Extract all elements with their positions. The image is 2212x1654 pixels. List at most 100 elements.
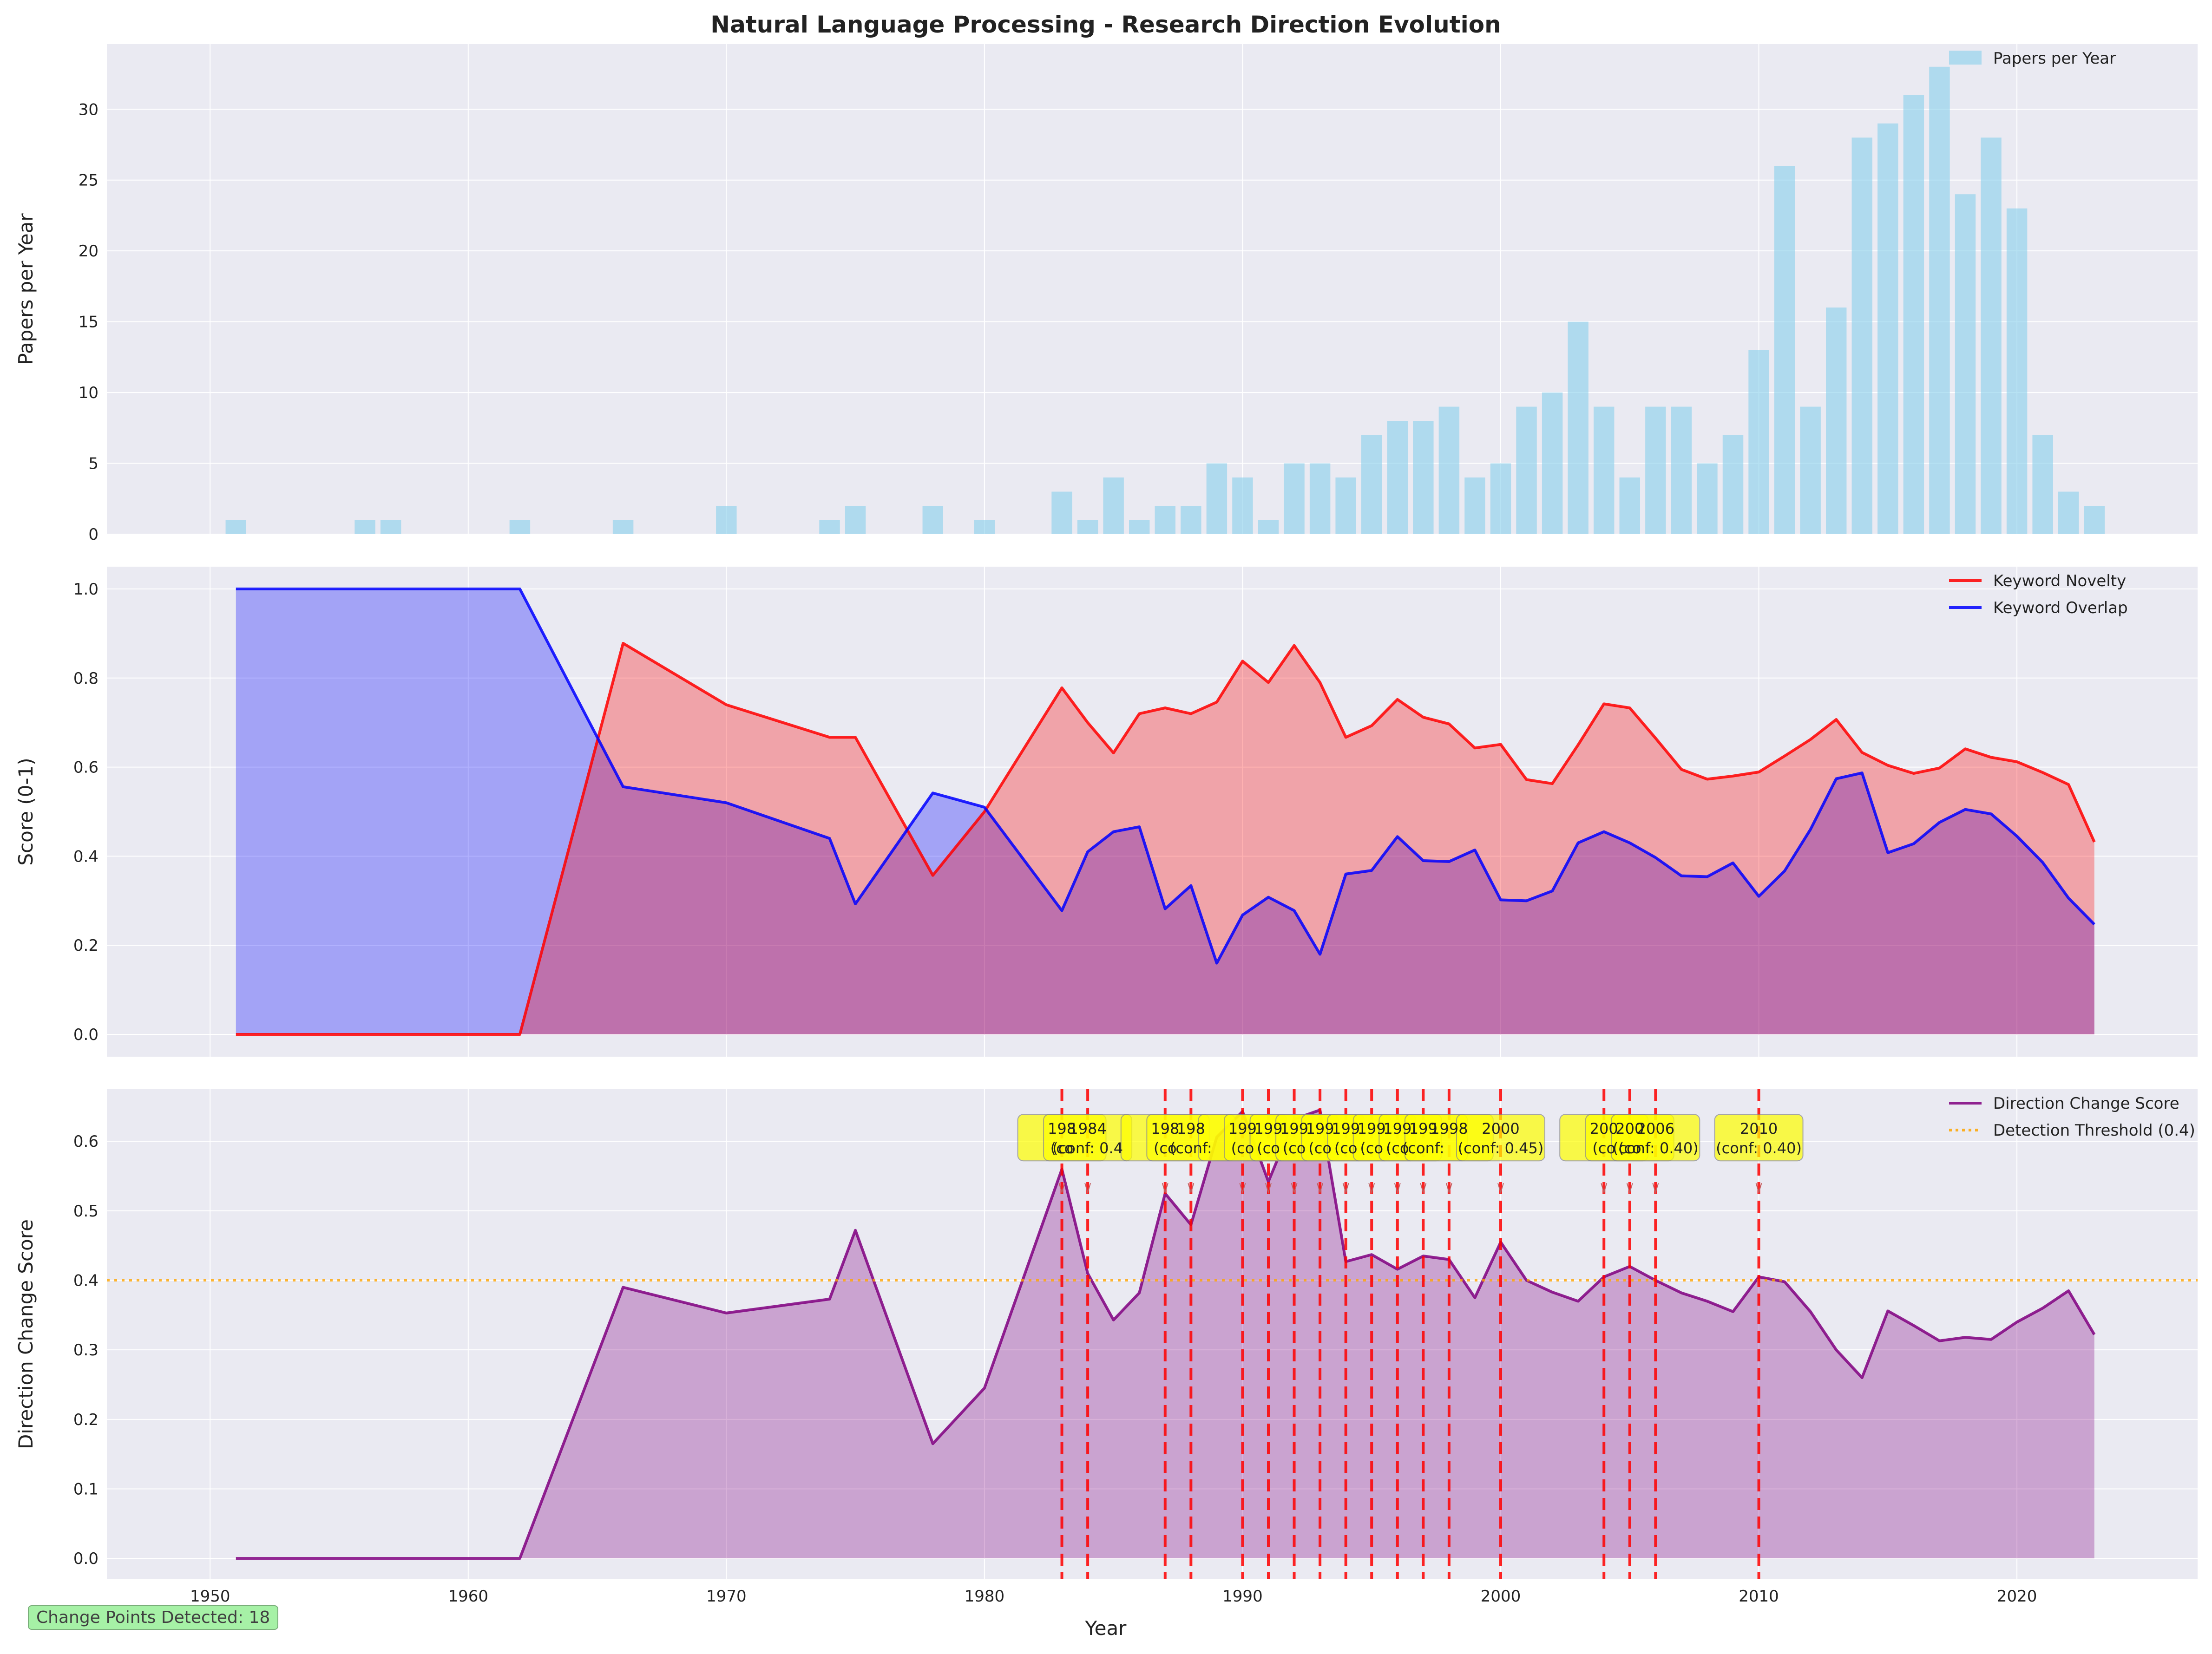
novelty-area — [236, 643, 2094, 1035]
annotation-arrow — [1317, 1183, 1324, 1194]
x-tick-label: 2020 — [1997, 1587, 2037, 1606]
y-tick-label: 0.8 — [73, 669, 98, 688]
annotation-confidence: (co — [1386, 1139, 1409, 1157]
annotation-year: 198 — [1048, 1120, 1076, 1138]
x-axis-label: Year — [1085, 1617, 1127, 1640]
bar — [612, 520, 634, 534]
annotation-arrow — [1394, 1183, 1401, 1194]
y-tick-label: 0.4 — [73, 847, 98, 866]
bar — [1335, 477, 1356, 534]
annotation-arrow — [1497, 1183, 1504, 1194]
bar — [225, 520, 246, 534]
annotation-year: 199 — [1409, 1120, 1437, 1138]
bar — [1671, 406, 1692, 534]
bar — [1542, 392, 1563, 534]
y-axis-label: Papers per Year — [14, 213, 37, 365]
plot-background — [107, 1089, 2198, 1579]
annotation-confidence: (co — [1618, 1139, 1641, 1157]
annotation-year: 2006 — [1637, 1120, 1674, 1138]
annotation-year: 199 — [1358, 1120, 1386, 1138]
novelty-line — [236, 641, 2096, 1036]
annotation-year: 198 — [1151, 1120, 1179, 1138]
y-tick-label: 0.3 — [73, 1341, 98, 1360]
x-tick-label: 2000 — [1481, 1587, 1521, 1606]
bar — [1206, 463, 1227, 534]
x-tick-label: 1950 — [190, 1587, 230, 1606]
bar — [1309, 463, 1331, 534]
legend-label: Detection Threshold (0.4) — [1993, 1121, 2195, 1140]
bar — [1284, 463, 1305, 534]
bar — [845, 506, 866, 534]
bar — [1438, 406, 1460, 534]
y-tick-label: 1.0 — [73, 580, 98, 599]
annotation-year: 200 — [1590, 1120, 1618, 1138]
papers-per-year-panel: 0 5 10 15 20 25 30 Papers per Year Papers per Ye… — [14, 44, 2198, 544]
annotation-arrow — [1601, 1183, 1608, 1194]
y-tick-label: 0 — [88, 525, 98, 544]
bar — [1619, 477, 1640, 534]
y-tick-label: 0.2 — [73, 936, 98, 955]
annotation-arrow — [1755, 1183, 1762, 1194]
bar — [1645, 406, 1666, 534]
x-tick-label: 2010 — [1739, 1587, 1779, 1606]
annotation-year: 198 — [1177, 1120, 1205, 1138]
bar — [1361, 435, 1382, 534]
annotation-arrow — [1368, 1183, 1375, 1194]
bar — [1232, 477, 1253, 534]
annotation-confidence: (conf: 0.4 — [1052, 1139, 1123, 1157]
overlap-area — [236, 588, 2094, 1035]
bar — [1826, 307, 1847, 534]
annotation-confidence: (co — [1334, 1139, 1358, 1157]
y-tick-label: 15 — [79, 313, 98, 332]
bar — [974, 520, 995, 534]
annotation-confidence: (conf: 0.45) — [1458, 1139, 1544, 1157]
bar — [1155, 506, 1175, 534]
bar — [1129, 520, 1150, 534]
figure-title: Natural Language Processing - Research D… — [710, 11, 1501, 38]
bar — [1877, 123, 1898, 534]
bar — [1697, 463, 1718, 534]
annotation-arrow — [1445, 1183, 1452, 1194]
annotation-confidence: (conf: 0.40) — [1613, 1139, 1699, 1157]
legend-label: Direction Change Score — [1993, 1094, 2179, 1113]
bar — [509, 520, 531, 534]
bar — [1903, 95, 1924, 534]
y-tick-label: 0.5 — [73, 1202, 98, 1221]
y-tick-label: 30 — [79, 100, 98, 119]
legend-label: Keyword Novelty — [1993, 572, 2126, 590]
bar — [716, 506, 737, 534]
annotation-confidence: (co — [1050, 1139, 1074, 1157]
bar — [380, 520, 401, 534]
bar — [1748, 350, 1769, 534]
plot-background — [107, 44, 2198, 534]
bar — [2006, 208, 2028, 534]
y-tick-label: 0.2 — [73, 1411, 98, 1429]
annotation-confidence: (co — [1257, 1139, 1280, 1157]
annotation-year: 2000 — [1482, 1120, 1519, 1138]
annotation-confidence: (conf: 0.40) — [1716, 1139, 1802, 1157]
bar — [354, 520, 375, 534]
bar — [1981, 137, 2002, 534]
annotation-arrow — [1265, 1183, 1272, 1194]
bar — [1955, 194, 1976, 534]
bar — [1490, 463, 1511, 534]
annotation-box — [1714, 1114, 1804, 1162]
annotation-arrow — [1058, 1183, 1065, 1194]
annotation-confidence: (conf: — [1170, 1139, 1212, 1157]
bar — [1258, 520, 1279, 534]
legend-swatch — [1949, 51, 1982, 65]
annotation-confidence: (co — [1231, 1139, 1254, 1157]
annotation-confidence: (co — [1308, 1139, 1332, 1157]
annotation-arrow — [1188, 1183, 1195, 1194]
annotation-year: 199 — [1332, 1120, 1360, 1138]
y-tick-label: 25 — [79, 171, 98, 190]
annotation-year: 199 — [1228, 1120, 1257, 1138]
annotation-year: 1998 — [1430, 1120, 1468, 1138]
bar — [1516, 406, 1537, 534]
y-tick-label: 10 — [79, 384, 98, 402]
bar — [1413, 421, 1434, 534]
y-tick-label: 0.0 — [73, 1026, 98, 1044]
y-axis-label: Direction Change Score — [14, 1219, 37, 1449]
x-tick-label: 1980 — [965, 1587, 1005, 1606]
bar — [1594, 406, 1615, 534]
